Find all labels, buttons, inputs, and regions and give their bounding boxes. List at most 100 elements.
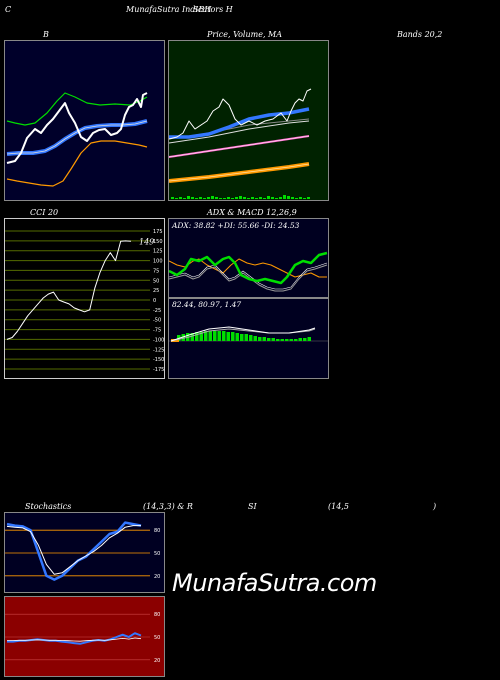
cci-label: CCI 20: [30, 208, 59, 217]
volume-bar: [215, 197, 218, 199]
macd-histogram-bar: [204, 331, 208, 341]
panel-background: [5, 41, 164, 200]
volume-bar: [235, 197, 238, 199]
cci-tick-label: -50: [153, 318, 161, 324]
volume-bar: [279, 197, 282, 199]
volume-bar: [175, 198, 178, 199]
macd-histogram-bar: [258, 337, 262, 341]
rsi-tick-label: 20: [154, 658, 160, 664]
macd-histogram-bar: [262, 337, 266, 341]
volume-bar: [223, 198, 226, 199]
rsi-chart: 80 50 20: [5, 597, 164, 676]
volume-bar: [211, 196, 214, 199]
rsi-tick-label: 80: [154, 612, 160, 618]
panel-background: [5, 219, 164, 378]
macd-histogram-bar: [222, 331, 226, 341]
volume-bar: [275, 198, 278, 199]
adx-line-highlight: [169, 262, 328, 290]
cci-tick-label: -150: [153, 357, 164, 363]
macd-histogram-bar: [190, 333, 194, 341]
volume-bar: [263, 198, 266, 199]
volume-bar: [299, 197, 302, 199]
cci-tick-label: 175: [153, 229, 163, 235]
adx-macd-label: ADX & MACD 12,26,9: [207, 208, 297, 217]
volume-bar: [283, 195, 286, 199]
macd-panel: 82.44, 80.97, 1.47: [168, 298, 329, 379]
volume-bar: [227, 197, 230, 199]
macd-histogram-bar: [285, 339, 289, 341]
macd-histogram-bar: [226, 332, 230, 341]
volume-bar: [179, 197, 182, 199]
macd-histogram-bar: [181, 334, 185, 341]
stoch-params: (14,3,3) & R: [143, 502, 193, 511]
stoch-tick-label: 50: [154, 551, 160, 557]
macd-histogram-bar: [307, 337, 311, 341]
volume-bar: [207, 197, 210, 199]
rsi-label: SI: [248, 502, 257, 511]
rsi-close: ): [433, 502, 437, 511]
price-label: Price, Volume, MA: [207, 30, 283, 39]
cci-tick-label: 75: [153, 268, 159, 274]
bollinger-chart: [5, 41, 164, 200]
cci-tick-label: 150: [153, 239, 163, 245]
macd-histogram-bar: [199, 332, 203, 341]
volume-bar: [295, 198, 298, 199]
macd-histogram-bar: [294, 339, 298, 341]
cci-line: [6, 240, 132, 340]
volume-bar: [287, 196, 290, 199]
macd-histogram-bar: [298, 338, 302, 341]
price-chart: [169, 41, 328, 200]
rsi-average-line: [7, 637, 142, 642]
volume-bar: [187, 196, 190, 199]
volume-bar: [255, 198, 258, 199]
volume-bar: [251, 197, 254, 199]
macd-histogram-bar: [244, 334, 248, 341]
macd-histogram-bar: [276, 339, 280, 341]
volume-bar: [271, 197, 274, 199]
cci-chart: 175 150 125 100 75 50 25 0 -25 -50 -75 -100 -125 -150…: [5, 219, 164, 378]
price-line: [169, 88, 312, 140]
macd-histogram-bar: [231, 332, 235, 341]
rsi-panel: 80 50 20: [4, 596, 165, 677]
volume-bar: [199, 197, 202, 199]
volume-bar: [191, 197, 194, 199]
cci-value-label: 149: [139, 237, 154, 246]
macd-chart: [169, 299, 328, 378]
panel-background: [5, 597, 164, 676]
volume-bar: [259, 197, 262, 199]
volume-bar: [195, 198, 198, 199]
macd-histogram-bar: [267, 338, 271, 341]
upper-band-line: [6, 92, 148, 126]
macd-histogram-bar: [249, 335, 253, 341]
adx-panel: ADX: 38.82 +DI: 55.66 -DI: 24.53: [168, 218, 329, 298]
stochastics-panel: 80 50 20: [4, 512, 165, 593]
stochastics-chart: 80 50 20: [5, 513, 164, 592]
macd-histogram-bar: [195, 332, 199, 341]
cci-tick-label: 50: [153, 278, 159, 284]
cci-tick-label: -100: [153, 337, 164, 343]
macd-histogram-bar: [217, 331, 221, 341]
rsi-params: (14,5: [328, 502, 349, 511]
volume-bar: [231, 198, 234, 199]
volume-bar: [219, 198, 222, 199]
volume-bar: [183, 198, 186, 199]
macd-histogram-bar: [213, 331, 217, 341]
volume-bar: [307, 197, 310, 199]
panel-background: [169, 219, 328, 297]
cci-tick-label: 25: [153, 288, 159, 294]
price-line: [6, 92, 148, 164]
macd-signal-line: [170, 328, 316, 342]
plus-di-line: [169, 251, 328, 285]
ma-pink-highlight: [169, 135, 310, 158]
macd-histogram-bar: [289, 339, 293, 341]
volume-bar: [203, 198, 206, 199]
volume-bar: [267, 196, 270, 199]
cci-panel: 175 150 125 100 75 50 25 0 -25 -50 -75 -100 -125 -150…: [4, 218, 165, 379]
cci-tick-label: -25: [153, 308, 161, 314]
cci-tick-label: -125: [153, 347, 164, 353]
lower-band-line: [6, 140, 148, 187]
header-center: MunafaSutra Indicators H: [126, 5, 233, 14]
ma-orange-highlight: [169, 163, 310, 182]
volume-bar: [243, 197, 246, 199]
volume-bar: [239, 196, 242, 199]
